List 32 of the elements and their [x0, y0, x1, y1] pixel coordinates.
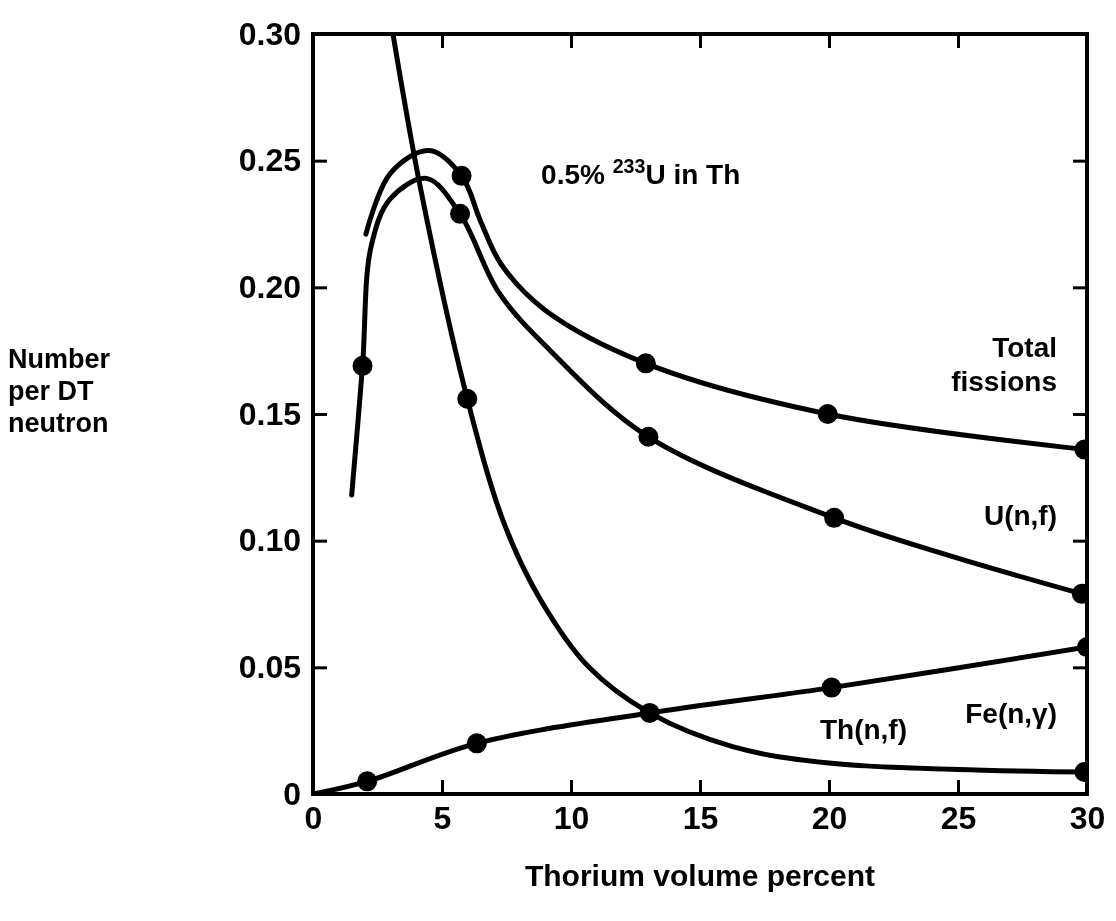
series-label: Total fissions — [951, 332, 1057, 398]
point — [357, 771, 378, 792]
x-tick-label: 30 — [1069, 799, 1106, 836]
x-tick-label: 5 — [433, 799, 452, 836]
y-tick-label: 0.25 — [238, 142, 301, 179]
point — [639, 702, 660, 723]
series-label: Th(n,f) — [819, 714, 907, 746]
point — [466, 733, 487, 754]
point — [457, 388, 478, 409]
y-tick-label: 0 — [283, 775, 301, 812]
legend-label: Fe(n,γ) — [965, 698, 1057, 730]
series-label: U(n,f) — [983, 500, 1057, 532]
x-axis-title: Thorium volume percent — [524, 859, 876, 892]
y-axis-title: Number per DT neutron — [8, 344, 111, 438]
point — [635, 353, 656, 374]
y-tick-label: 0.15 — [238, 395, 301, 432]
y-tick-label: 0.30 — [238, 15, 301, 52]
annotation: 0.5% $^{233}$U in Th — [541, 155, 741, 190]
point — [824, 507, 845, 528]
point — [450, 203, 471, 224]
x-tick-label: 20 — [811, 799, 848, 836]
x-tick-label: 25 — [940, 799, 977, 836]
x-tick-label: 10 — [553, 799, 590, 836]
y-tick-label: 0.05 — [238, 649, 301, 686]
y-tick-label: 0.20 — [238, 269, 301, 306]
y-tick-label: 0.10 — [238, 522, 301, 559]
point — [638, 426, 659, 447]
point — [451, 165, 472, 186]
point — [352, 355, 373, 376]
point — [817, 404, 838, 424]
point — [821, 677, 842, 698]
x-tick-label: 15 — [682, 799, 719, 836]
